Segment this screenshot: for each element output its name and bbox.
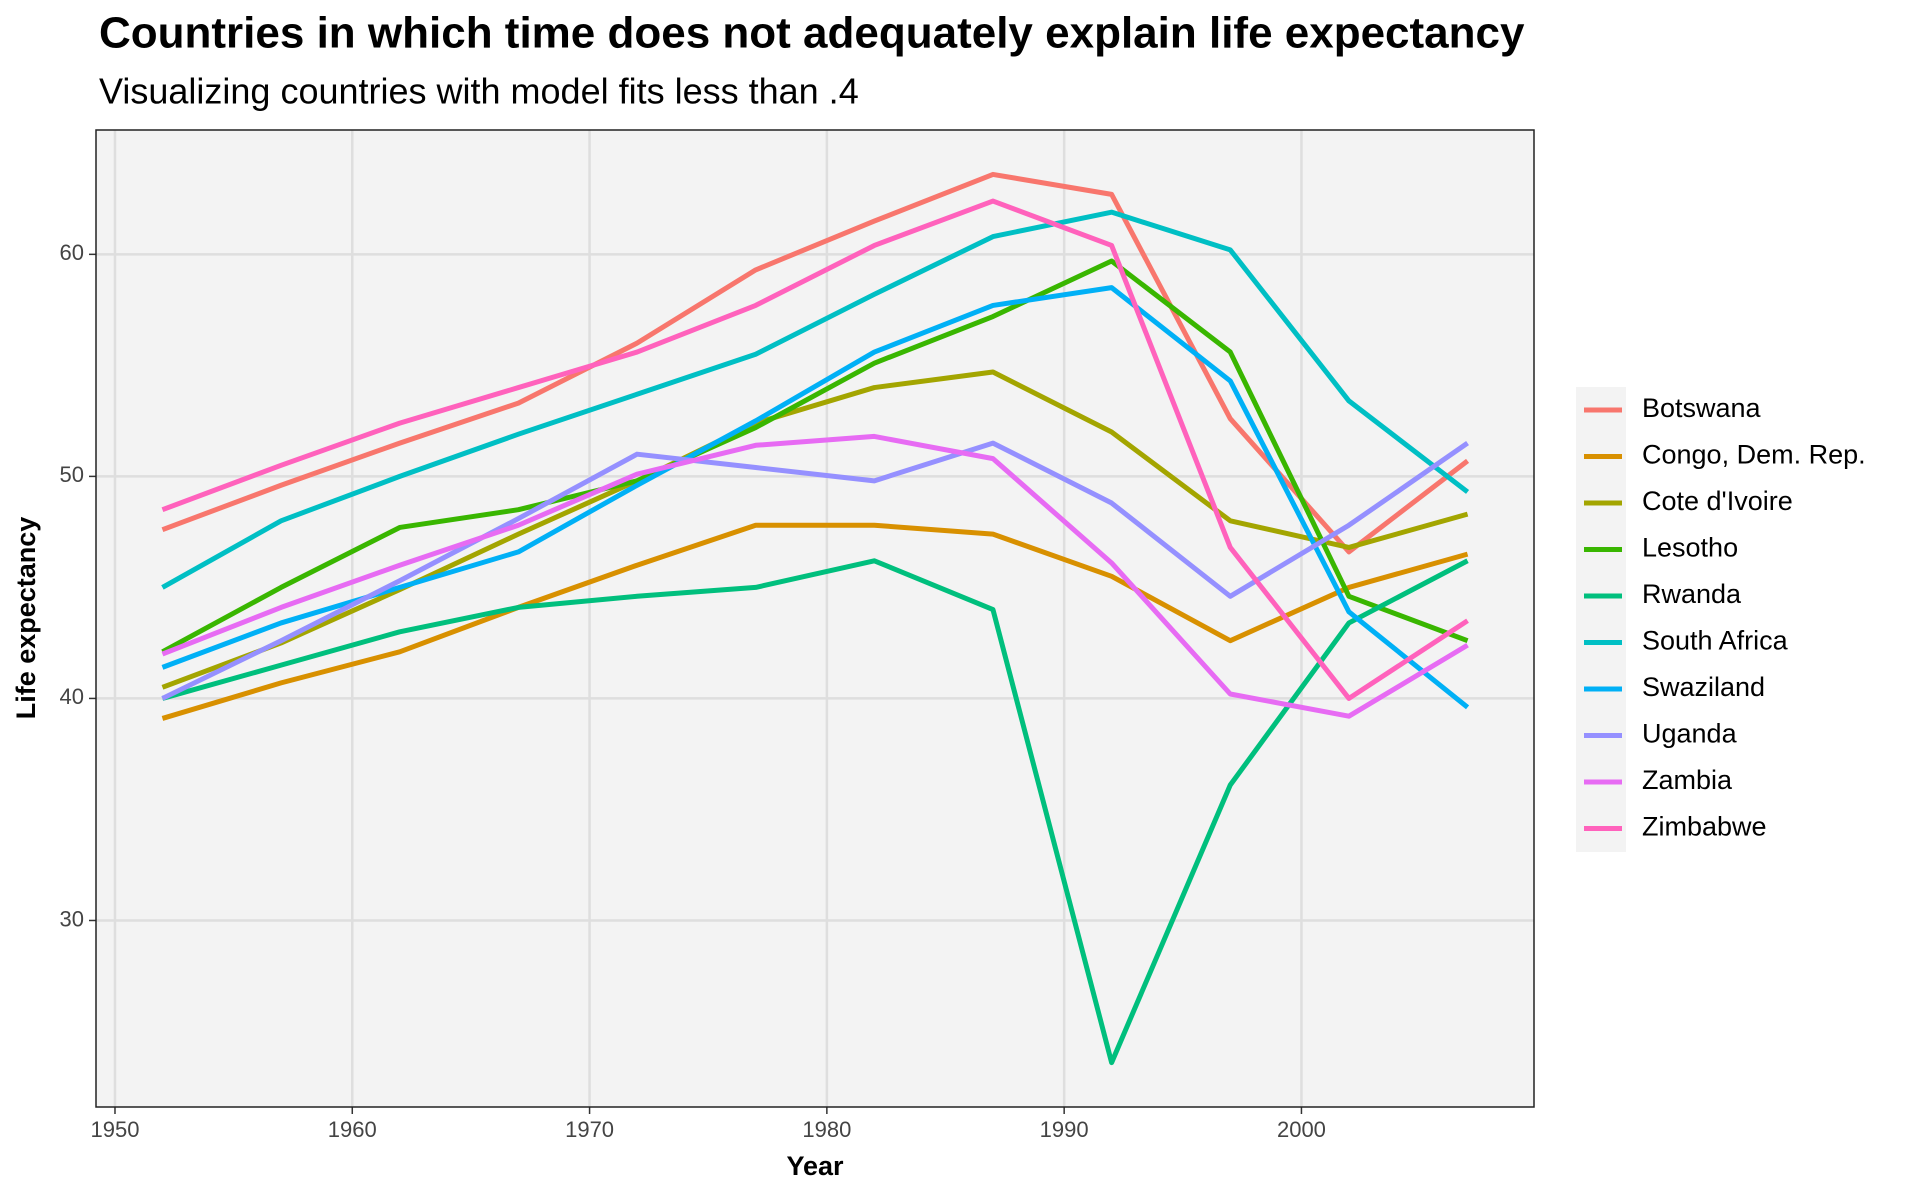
legend-label: Zambia — [1642, 765, 1733, 795]
series-line — [161, 558, 1469, 1066]
legend-background — [1576, 387, 1626, 852]
legend-label: Lesotho — [1642, 533, 1738, 563]
legend-label: Cote d'Ivoire — [1642, 486, 1793, 516]
x-tick-label: 1980 — [802, 1117, 851, 1142]
legend-label: Congo, Dem. Rep. — [1642, 440, 1866, 470]
chart-subtitle: Visualizing countries with model fits le… — [99, 71, 859, 112]
legend-label: Botswana — [1642, 393, 1762, 423]
x-tick-label: 1990 — [1040, 1117, 1089, 1142]
y-tick-label: 40 — [60, 684, 84, 709]
x-axis-label: Year — [786, 1151, 844, 1181]
series-line — [161, 198, 1469, 701]
chart-title: Countries in which time does not adequat… — [99, 9, 1525, 58]
x-tick-label: 2000 — [1277, 1117, 1326, 1142]
series-line — [161, 171, 1470, 555]
y-tick-label: 60 — [60, 240, 84, 265]
y-tick-label: 50 — [60, 462, 84, 487]
legend-label: Rwanda — [1642, 579, 1742, 609]
y-axis-label: Life expectancy — [11, 517, 41, 720]
series-line — [161, 440, 1469, 701]
plot-border — [95, 129, 1535, 1108]
series-line — [161, 522, 1469, 721]
x-tick-label: 1950 — [91, 1117, 140, 1142]
legend-label: South Africa — [1642, 626, 1789, 656]
series-line — [161, 258, 1469, 655]
legend-label: Zimbabwe — [1642, 812, 1767, 842]
series-line — [161, 369, 1469, 690]
y-tick-label: 30 — [60, 906, 84, 931]
series-line — [161, 209, 1470, 590]
x-tick-label: 1970 — [565, 1117, 614, 1142]
x-tick-label: 1960 — [328, 1117, 377, 1142]
legend-label: Uganda — [1642, 719, 1738, 749]
series-line — [161, 433, 1469, 719]
legend-label: Swaziland — [1642, 672, 1765, 702]
